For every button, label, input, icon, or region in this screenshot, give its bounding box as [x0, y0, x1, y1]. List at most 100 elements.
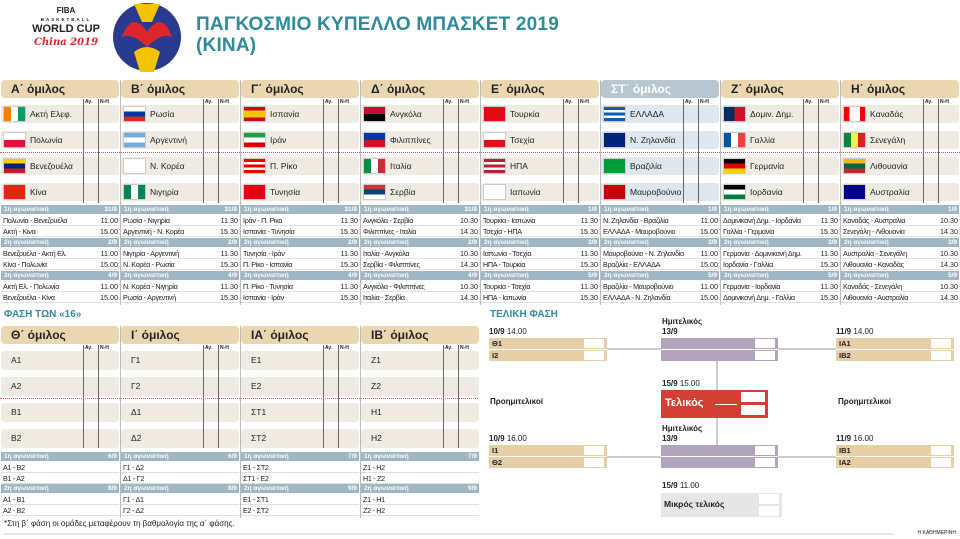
flag-icon: [3, 184, 26, 200]
game-row: Καναδάς - Αυστραλία 10.30: [841, 215, 959, 226]
round-date: 4/9: [467, 272, 477, 279]
game-teams: Λιθουανία - Καναδάς: [843, 260, 904, 269]
flag-icon: [243, 184, 266, 200]
round-label: 2η αγωνιστική: [124, 239, 169, 246]
column-divider: [360, 326, 361, 518]
round-date: 2/9: [467, 239, 477, 246]
connector-line: [607, 456, 661, 458]
round-label: 3η αγωνιστική: [244, 272, 289, 279]
column-line: [203, 345, 204, 448]
round-date: 4/9: [347, 272, 357, 279]
team-name: Ν. Ζηλανδία: [630, 135, 676, 145]
group-header: Β΄ όμιλος: [121, 80, 239, 98]
team-row: Β1: [1, 403, 119, 422]
game-teams: Δ1 - Γ2: [123, 474, 145, 483]
game-time: 15.30: [580, 293, 598, 302]
column-line: [578, 99, 579, 203]
game-row: Γερμανία - Δομινικανή Δημ. 11.30: [721, 248, 839, 259]
round-header: 3η αγωνιστική 4/9: [121, 271, 239, 280]
team-row: Ιαπωνία: [481, 183, 599, 201]
game-teams: Ισπανία - Τυνησία: [243, 227, 295, 236]
game-row: Γαλλία - Γερμανία 15.30: [721, 226, 839, 237]
game-teams: Ιαπωνία - Τσεχία: [483, 249, 532, 258]
team-name: Τσεχία: [510, 135, 535, 145]
team-slot-label: Ι2: [492, 351, 499, 360]
game-teams: ΕΛΛΑΔΑ - Ν. Ζηλανδία: [603, 293, 671, 302]
team-name: Σερβία: [390, 187, 416, 197]
round-header: 3η αγωνιστική 4/9: [361, 271, 479, 280]
game-time: 15.00: [100, 227, 118, 236]
team-row: ΗΠΑ: [481, 157, 599, 175]
team-row: Β2: [1, 429, 119, 448]
game-time: 15.30: [340, 260, 358, 269]
logo-basketball: BASKETBALL: [40, 17, 92, 22]
date: 11/9: [836, 327, 852, 336]
game-row: Ιράν - Π. Ρίκο 11.30: [241, 215, 359, 226]
team-row: Κίνα: [1, 183, 119, 201]
round-header: 1η αγωνιστική 6/9: [1, 452, 119, 461]
game-row: ΕΛΛΑΔΑ - Ν. Ζηλανδία 15.00: [601, 292, 719, 303]
final-date: 15/9 15.00: [662, 379, 700, 389]
team-row: Ισπανία: [241, 105, 359, 123]
team-slot-label: Ι1: [492, 446, 499, 455]
round-header: 1η αγωνιστική 1/9: [841, 205, 959, 214]
game-teams: Καναδάς - Αυστραλία: [843, 216, 906, 225]
team-row: Ε2: [241, 377, 359, 396]
team-slot: Α2: [11, 381, 22, 391]
round-label: 3η αγωνιστική: [484, 272, 529, 279]
team-row: Ιταλία: [361, 157, 479, 175]
qf-date: 10/9 14.00: [489, 327, 527, 337]
team-slot: Γ1: [131, 355, 141, 365]
team-name: Τυνησία: [270, 187, 301, 197]
team-name: Τουρκία: [510, 109, 540, 119]
game-row: Γ2 - Δ2: [121, 505, 239, 516]
game-time: 11.30: [580, 282, 598, 291]
game-time: 15.30: [820, 260, 838, 269]
game-teams: Δομινικανή Δημ. - Γαλλία: [723, 293, 795, 302]
round-date: 1/9: [947, 206, 957, 213]
game-row: ΣΤ1 - Ε2: [241, 473, 359, 484]
team-name: Ν. Κορέα: [150, 161, 185, 171]
game-teams: Μαυροβούνιο - Ν. Ζηλανδία: [603, 249, 684, 258]
flag-icon: [723, 106, 746, 122]
qf-team-slot: ΙΑ1: [836, 338, 954, 349]
flag-icon: [843, 106, 866, 122]
flag-icon: [723, 158, 746, 174]
score-box: [759, 494, 779, 504]
round-label: 1η αγωνιστική: [724, 206, 769, 213]
round-label: 1η αγωνιστική: [364, 453, 409, 460]
team-slot: Δ2: [131, 433, 142, 443]
column-divider: [840, 80, 841, 305]
flag-icon: [483, 184, 506, 200]
column-line: [923, 99, 924, 203]
column-line: [803, 99, 804, 203]
time: 14.00: [506, 327, 527, 336]
group-header: Δ΄ όμιλος: [361, 80, 479, 98]
round-header: 1η αγωνιστική 31/8: [361, 205, 479, 214]
round-date: 7/9: [347, 453, 357, 460]
game-row: ΕΛΛΑΔΑ - Μαυροβούνιο 15.00: [601, 226, 719, 237]
group-3: Γ΄ όμιλος Αγ. Ν-Η Ισπανία Ιράν Π. Ρίκο Τυνησία…: [241, 80, 359, 305]
round-header: 3η αγωνιστική 5/9: [841, 271, 959, 280]
flag-icon: [243, 132, 266, 148]
game-teams: Ιταλία - Ανγκόλα: [363, 249, 410, 258]
game-time: 10.30: [940, 249, 958, 258]
flag-icon: [843, 158, 866, 174]
round-date: 6/9: [107, 453, 117, 460]
game-time: 10.30: [460, 216, 478, 225]
column-line: [83, 99, 84, 203]
team-slot-label: ΙΒ2: [839, 351, 851, 360]
flag-icon: [723, 184, 746, 200]
team-slot: ΣΤ1: [251, 407, 267, 417]
game-time: 15.30: [820, 227, 838, 236]
team-row: Φιλιππίνες: [361, 131, 479, 149]
round-date: 4/9: [227, 272, 237, 279]
game-teams: Ζ1 - Η1: [363, 495, 385, 504]
game-row: Ζ1 - Η2: [361, 462, 479, 473]
team-row: Γαλλία: [721, 131, 839, 149]
game-teams: ΗΠΑ - Τουρκία: [483, 260, 526, 269]
record-label: Ν-Η: [820, 99, 829, 105]
wins-label: Αγ.: [445, 99, 453, 105]
game-row: Ακτή - Κίνα 15.00: [1, 226, 119, 237]
time: 16.00: [506, 434, 527, 443]
